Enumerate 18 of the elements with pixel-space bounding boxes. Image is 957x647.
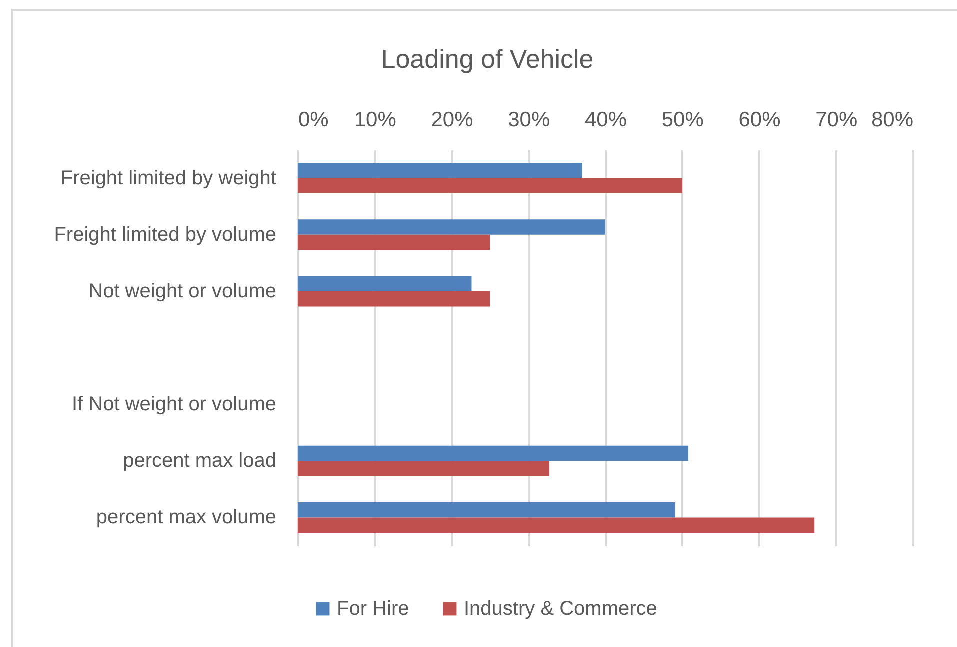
x-tick-label: 20%: [431, 108, 474, 132]
x-tick-label: 30%: [508, 108, 550, 132]
legend-label: Industry & Commerce: [464, 598, 658, 620]
y-tick-label: Not weight or volume: [88, 280, 276, 302]
chart-title: Loading of Vehicle: [381, 44, 594, 74]
y-tick-label: percent max volume: [96, 506, 276, 529]
y-tick-label: Freight limited by volume: [54, 224, 276, 246]
x-tick-label: 0%: [298, 108, 329, 132]
x-tick-label: 10%: [354, 108, 396, 132]
x-tick-label: 70%: [816, 108, 858, 132]
y-tick-label: If Not weight or volume: [72, 394, 276, 416]
y-tick-label: percent max load: [123, 450, 276, 472]
y-tick-label: Freight limited by weight: [60, 167, 277, 190]
x-tick-label: 40%: [584, 108, 628, 132]
x-tick-label: 50%: [662, 108, 704, 132]
x-tick-label: 60%: [738, 108, 781, 132]
x-tick-label: 80%: [871, 108, 914, 132]
legend-label: For Hire: [337, 598, 410, 620]
